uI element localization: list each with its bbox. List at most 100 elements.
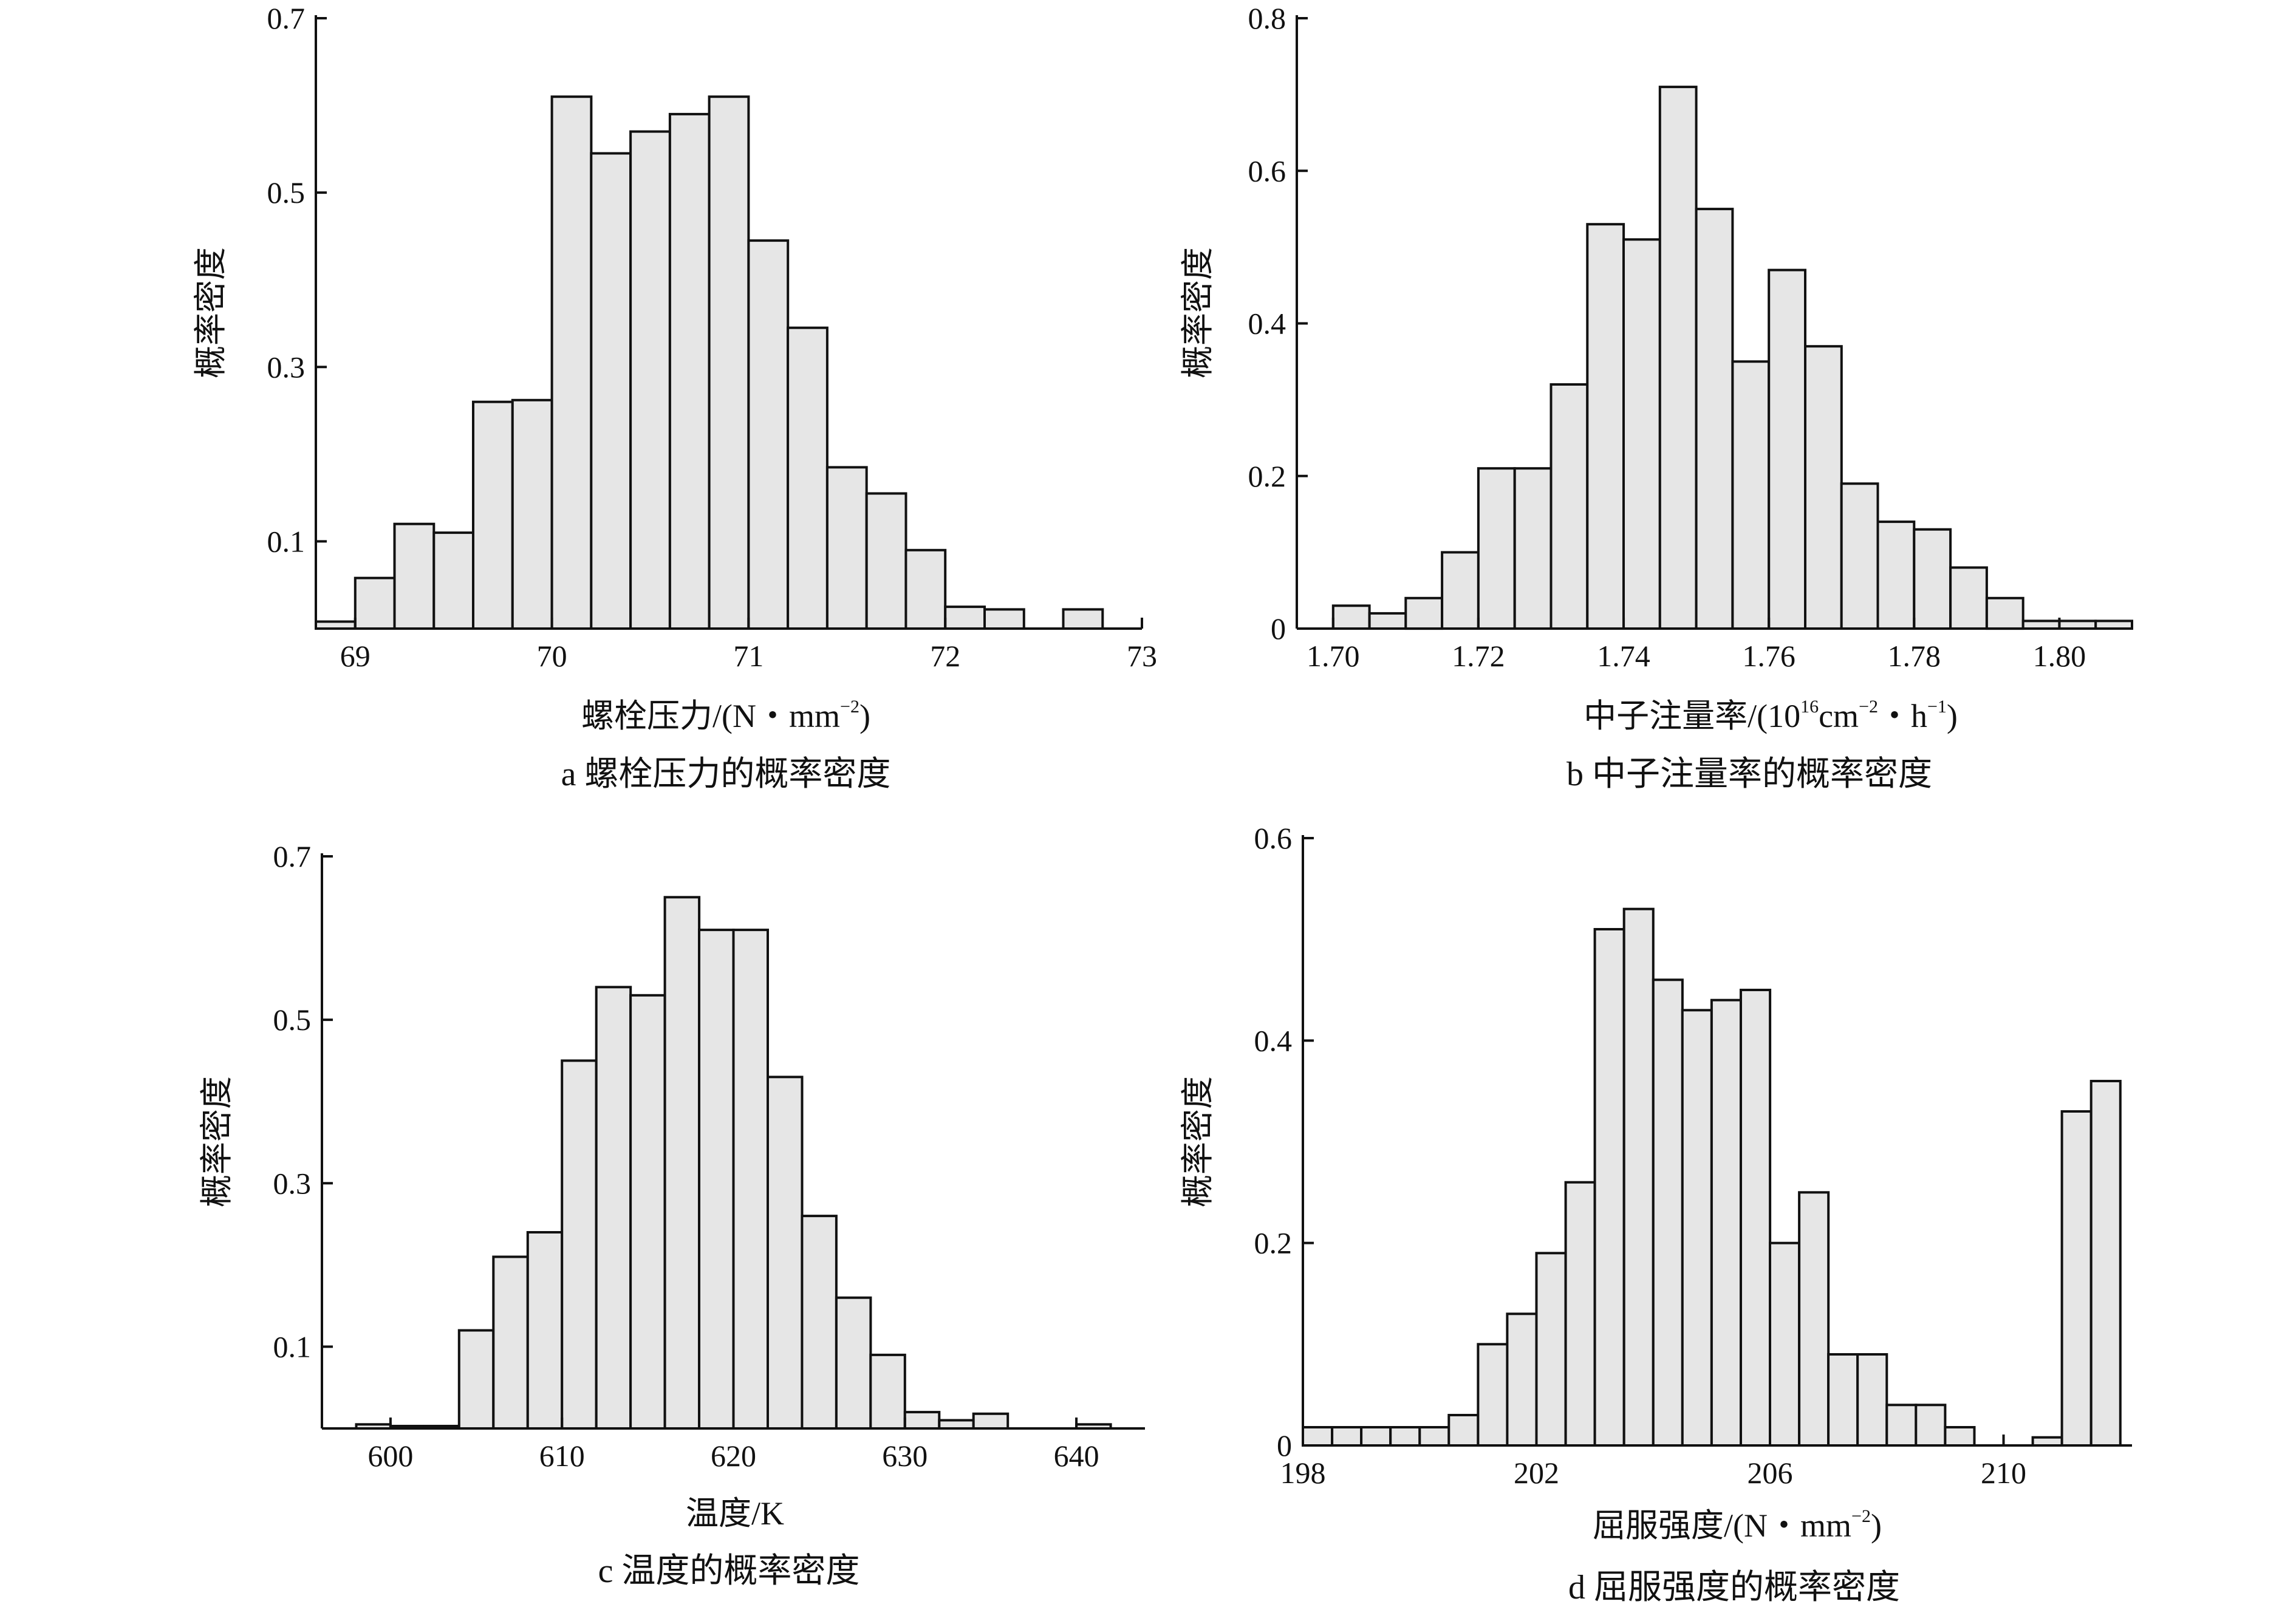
bar-d-17 [1798,1191,1830,1447]
x-tick-label-b-3: 1.76 [1742,639,1795,673]
bar-d-15 [1740,989,1772,1447]
bar-c-17 [938,1419,975,1430]
bar-b-8 [1622,238,1661,630]
caption-a: a 螺栓压力的概率密度 [561,756,891,793]
bar-c-12 [767,1076,804,1430]
bar-b-18 [1985,596,2024,630]
bar-a-9 [629,130,671,630]
bar-c-10 [698,929,735,1430]
bar-a-14 [825,466,868,630]
x-tick-label-c-4: 640 [1054,1439,1099,1473]
y-tick-label-c-1: 0.3 [273,1166,312,1200]
histogram-panel-c: 600 610 620 630 640 0.1 0.3 0.5 0.7 概率密度 温度/K c … [199,839,1145,1590]
bar-a-10 [668,112,711,630]
histogram-panel-d: 198 202 206 210 0 0.2 0.4 0.6 概率密度 屈服强度/(N・mm−2… [1180,821,2132,1606]
bar-b-12 [1768,268,1806,630]
bar-d-10 [1593,928,1625,1447]
bar-a-6 [511,398,553,630]
caption-d: d 屈服强度的概率密度 [1568,1569,1900,1606]
bar-d-19 [1856,1353,1888,1447]
bar-b-7 [1586,223,1625,630]
bar-d-2 [1360,1426,1392,1447]
axes-a: 69 70 71 72 73 0.1 0.3 0.5 0.7 [267,1,1158,673]
bars-b [1331,86,2133,630]
bar-b-10 [1695,208,1734,630]
bar-b-3 [1441,551,1480,630]
bar-d-20 [1885,1404,1918,1447]
x-tick-label-b-0: 1.70 [1307,639,1360,673]
bar-c-4 [492,1255,529,1430]
bar-c-8 [629,994,666,1430]
y-axis-label-b: 概率密度 [1180,247,1216,378]
x-tick-label-a-3: 72 [930,639,960,673]
bar-a-11 [708,95,750,630]
bar-c-13 [801,1215,838,1430]
x-tick-label-b-2: 1.74 [1597,639,1650,673]
y-tick-label-d-1: 0.2 [1254,1226,1293,1260]
caption-c: c 温度的概率密度 [598,1552,860,1590]
y-tick-label-d-0: 0 [1277,1428,1292,1462]
y-tick-label-b-4: 0.8 [1248,1,1286,35]
bar-b-6 [1549,383,1589,630]
bar-d-0 [1302,1426,1334,1447]
x-tick-label-d-3: 210 [1981,1456,2026,1490]
x-axis-label-d: 屈服强度/(N・mm−2) [1593,1506,1882,1544]
bar-b-4 [1477,467,1516,630]
bar-c-11 [732,929,769,1430]
y-tick-label-a-1: 0.3 [267,350,306,384]
x-tick-label-c-2: 620 [711,1439,756,1473]
caption-b: b 中子注量率的概率密度 [1567,756,1932,793]
bar-c-6 [561,1059,598,1430]
y-axis-label-d: 概率密度 [1180,1076,1216,1207]
y-axis-label-c: 概率密度 [199,1076,235,1207]
x-tick-label-a-0: 69 [340,639,371,673]
x-tick-label-d-2: 206 [1748,1456,1793,1490]
x-tick-label-c-3: 630 [882,1439,928,1473]
x-tick-label-d-1: 202 [1514,1456,1559,1490]
bars-a [315,95,1104,630]
x-tick-label-b-1: 1.72 [1452,639,1505,673]
bar-b-16 [1913,528,1952,630]
x-tick-label-c-0: 600 [367,1439,413,1473]
bar-c-7 [595,986,632,1430]
bar-b-1 [1368,612,1407,630]
bar-a-15 [865,492,907,630]
bar-a-12 [747,239,790,630]
y-tick-label-b-2: 0.4 [1248,307,1286,341]
x-tick-label-a-2: 71 [733,639,764,673]
bar-d-5 [1447,1414,1480,1447]
y-tick-label-a-0: 0.1 [267,524,306,558]
bar-d-6 [1477,1343,1509,1447]
x-tick-label-a-4: 73 [1127,639,1157,673]
bar-d-18 [1827,1353,1859,1447]
bar-b-17 [1949,566,1988,630]
bar-a-16 [904,548,947,630]
bar-d-7 [1506,1312,1538,1447]
x-tick-label-c-1: 610 [539,1439,585,1473]
axes-d: 198 202 206 210 0 0.2 0.4 0.6 [1254,821,2132,1490]
y-tick-label-a-3: 0.7 [267,1,306,35]
y-tick-label-b-3: 0.6 [1248,154,1286,188]
bar-d-14 [1710,998,1742,1447]
histogram-panel-a: 69 70 71 72 73 0.1 0.3 0.5 0.7 概率密度 螺栓压力/(N・mm−2… [193,1,1157,793]
bar-d-25 [2089,1080,2122,1447]
bar-a-8 [590,152,632,630]
x-tick-label-d-0: 198 [1280,1456,1326,1490]
bar-b-2 [1404,596,1444,630]
x-axis-label-c: 温度/K [686,1495,784,1532]
x-axis-label-a: 螺栓压力/(N・mm−2) [581,697,870,734]
bars-c [355,896,1112,1430]
y-tick-label-d-3: 0.6 [1254,821,1293,855]
bar-d-16 [1769,1241,1801,1447]
y-tick-label-d-2: 0.4 [1254,1023,1293,1057]
bar-a-7 [550,95,593,630]
x-tick-label-b-4: 1.78 [1888,639,1941,673]
bar-d-3 [1389,1426,1421,1447]
bar-b-0 [1331,604,1371,630]
y-tick-label-b-1: 0.2 [1248,459,1286,493]
bar-a-4 [432,531,475,630]
axes-b: 1.70 1.72 1.74 1.76 1.78 1.80 0 0.2 0.4 0.6 0.8 [1248,1,2132,673]
bar-b-14 [1840,482,1879,630]
bar-c-5 [526,1231,564,1430]
bar-a-19 [1062,608,1104,630]
